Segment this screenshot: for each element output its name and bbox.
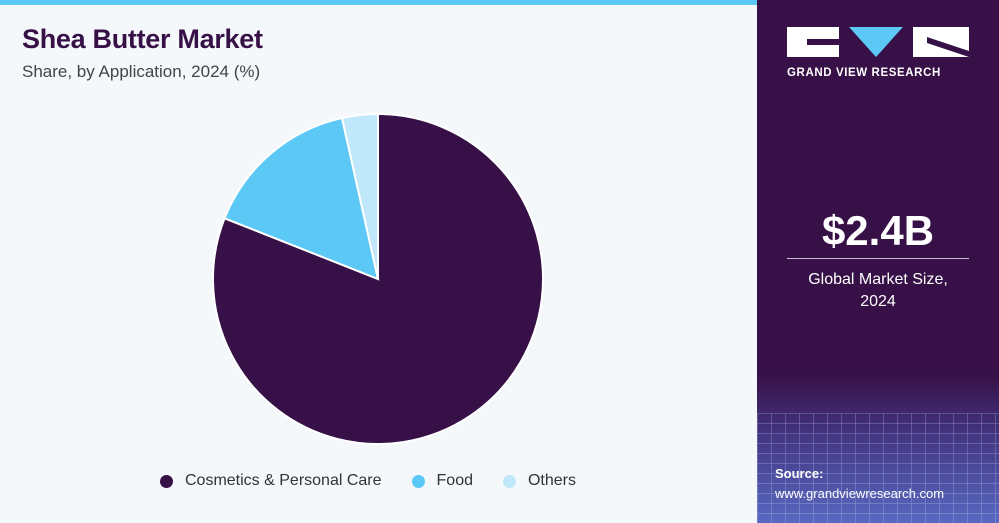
pie-slice-others [340, 112, 379, 280]
brand-name: GRAND VIEW RESEARCH [787, 67, 941, 79]
legend-label-others: Others [527, 472, 576, 489]
legend-swatch-cosmetics [160, 474, 173, 488]
chart-legend: Cosmetics & Personal Care Food Others [160, 472, 606, 490]
source-link[interactable]: www.grandviewresearch.com [775, 486, 945, 501]
chart-subtitle: Share, by Application, 2024 (%) [22, 62, 261, 81]
legend-item-cosmetics: Cosmetics & Personal Care [160, 472, 382, 490]
sidebar-glow [757, 373, 999, 523]
sidebar-grid-pattern [757, 413, 999, 523]
legend-swatch-others [502, 474, 516, 488]
pie-slice-cosmetics-personal-care [212, 112, 544, 445]
market-size-divider [787, 258, 969, 259]
chart-title: Shea Butter Market [22, 24, 263, 54]
legend-label-cosmetics: Cosmetics & Personal Care [185, 472, 382, 489]
market-size-label-line1: Global Market Size, [808, 271, 948, 288]
market-size-value: $2.4B [821, 207, 935, 254]
legend-item-others: Others [502, 472, 576, 490]
top-accent-bar [0, 0, 757, 5]
pie-slice-food [223, 116, 380, 281]
legend-item-food: Food [411, 472, 473, 490]
pie-chart [212, 112, 544, 445]
market-size-label: Global Market Size, 2024 [757, 269, 999, 313]
legend-label-food: Food [436, 472, 473, 489]
legend-swatch-food [411, 474, 425, 488]
source-block: Source: www.grandviewresearch.com [775, 464, 944, 504]
source-label: Source: [775, 466, 824, 481]
gvr-logo-icon [787, 27, 969, 57]
sidebar-panel: GRAND VIEW RESEARCH $2.4B Global Market … [757, 0, 999, 523]
market-size-label-line2: 2024 [860, 293, 896, 310]
